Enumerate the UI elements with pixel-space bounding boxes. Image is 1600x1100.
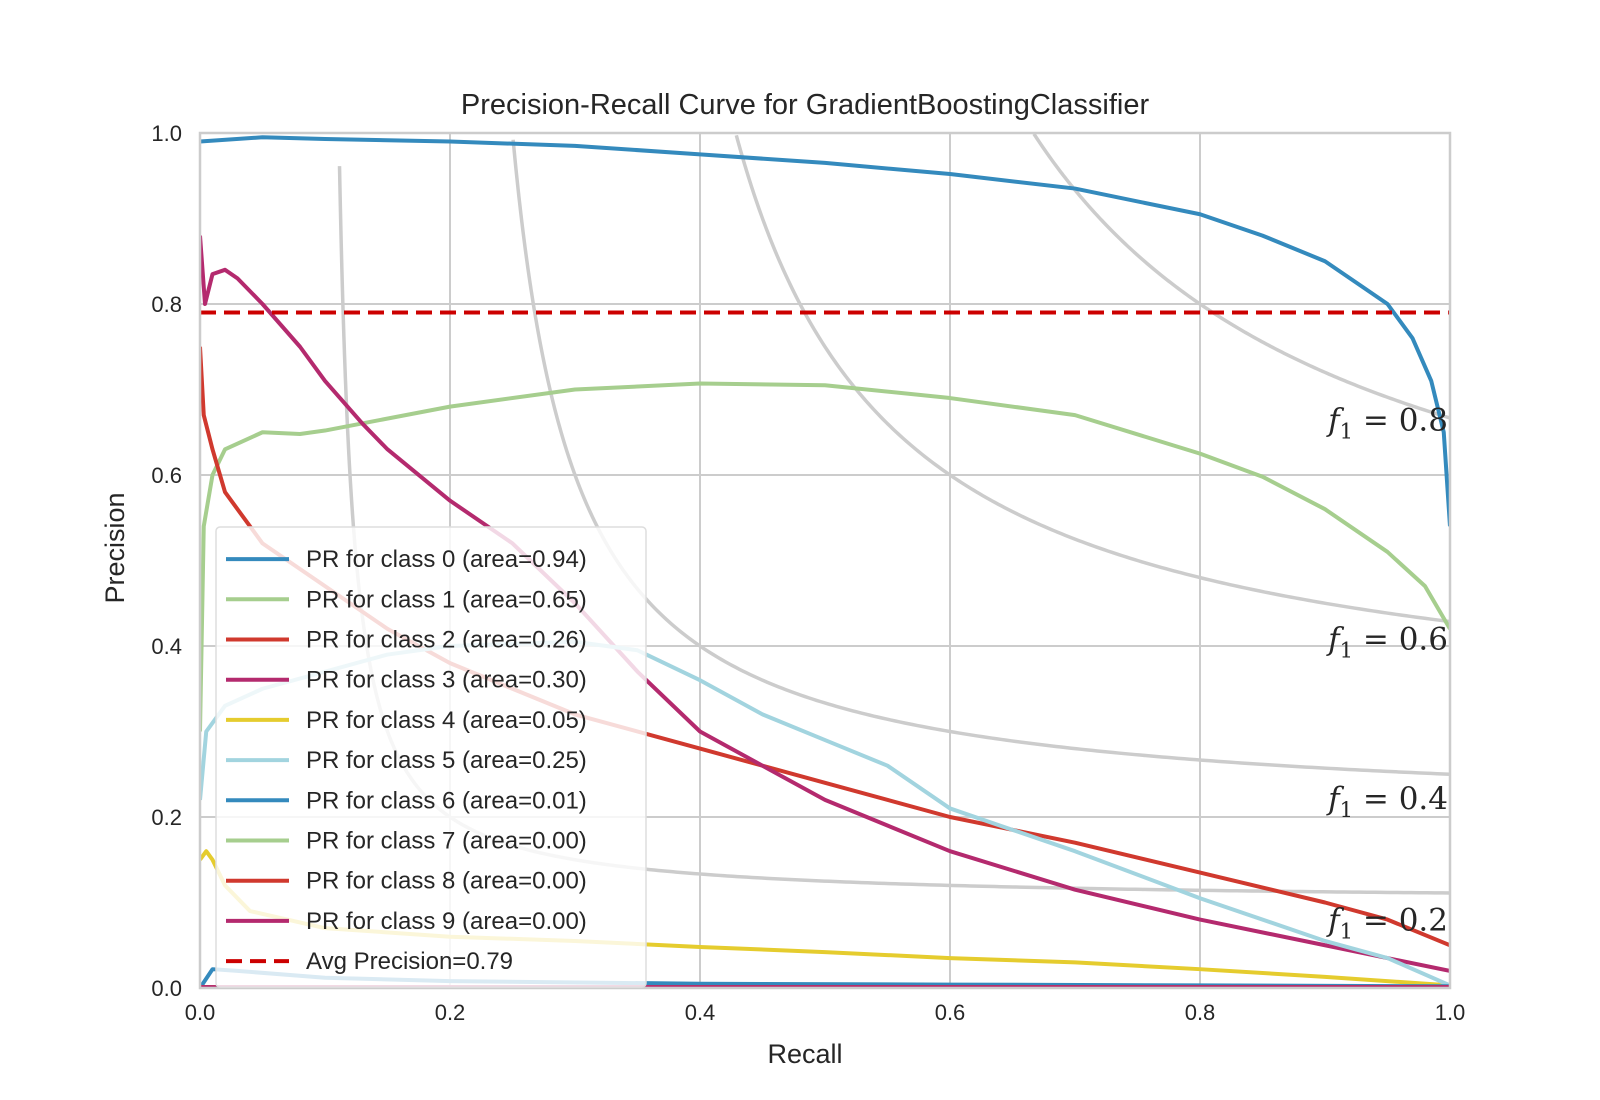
plot-border [198,131,1452,990]
legend-label-6: PR for class 6 (area=0.01) [306,787,587,814]
legend-box [215,526,647,988]
series-line-class-0 [200,135,1450,527]
legend-label-1: PR for class 1 (area=0.65) [306,586,587,613]
legend-label-10: Avg Precision=0.79 [306,948,513,975]
legend-label-8: PR for class 8 (area=0.00) [306,868,587,895]
legend-label-4: PR for class 4 (area=0.05) [306,707,587,734]
y-tick-label-5: 1.0 [151,121,182,146]
legend-label-7: PR for class 7 (area=0.00) [306,828,587,855]
series-line-class-3 [200,235,1450,973]
y-tick-label-0: 0.0 [151,976,182,1001]
legend: PR for class 0 (area=0.94) PR for class 1… [215,526,647,988]
x-tick-label-1: 0.2 [435,1000,466,1025]
legend-label-0: PR for class 0 (area=0.94) [306,546,587,573]
legend-label-2: PR for class 2 (area=0.26) [306,627,587,654]
plot-frame [198,131,1452,990]
x-tick-label-2: 0.4 [685,1000,716,1025]
y-tick-label-1: 0.2 [151,805,182,830]
y-axis-title: Precision [100,492,130,603]
iso-f1-label-2: f1 = 0.6 [1326,621,1448,662]
y-tick-label-2: 0.4 [151,634,182,659]
iso-f1-label-1: f1 = 0.4 [1326,781,1448,822]
legend-label-5: PR for class 5 (area=0.25) [306,747,587,774]
tick-labels: 0.0 0.2 0.4 0.6 0.8 1.0 0.0 0.2 0.4 0.6 0.8 1.0 [151,121,1465,1025]
legend-label-3: PR for class 3 (area=0.30) [306,667,587,694]
iso-f1-curve-2 [734,134,1450,624]
iso-f1-labels: f1 = 0.2f1 = 0.4f1 = 0.6f1 = 0.8 [1326,403,1448,944]
iso-f1-curve-3 [1032,133,1450,420]
x-axis-title: Recall [767,1039,842,1069]
x-tick-label-3: 0.6 [935,1000,966,1025]
legend-label-9: PR for class 9 (area=0.00) [306,908,587,935]
series-line-class-1 [200,381,1450,732]
iso-f1-curve-1 [511,139,1450,776]
x-tick-label-4: 0.8 [1185,1000,1216,1025]
iso-f1-label-3: f1 = 0.8 [1326,403,1448,444]
x-tick-label-5: 1.0 [1435,1000,1466,1025]
x-tick-label-0: 0.0 [185,1000,216,1025]
y-tick-label-3: 0.6 [151,463,182,488]
chart-title: Precision-Recall Curve for GradientBoost… [461,89,1150,121]
y-tick-label-4: 0.8 [151,292,182,317]
